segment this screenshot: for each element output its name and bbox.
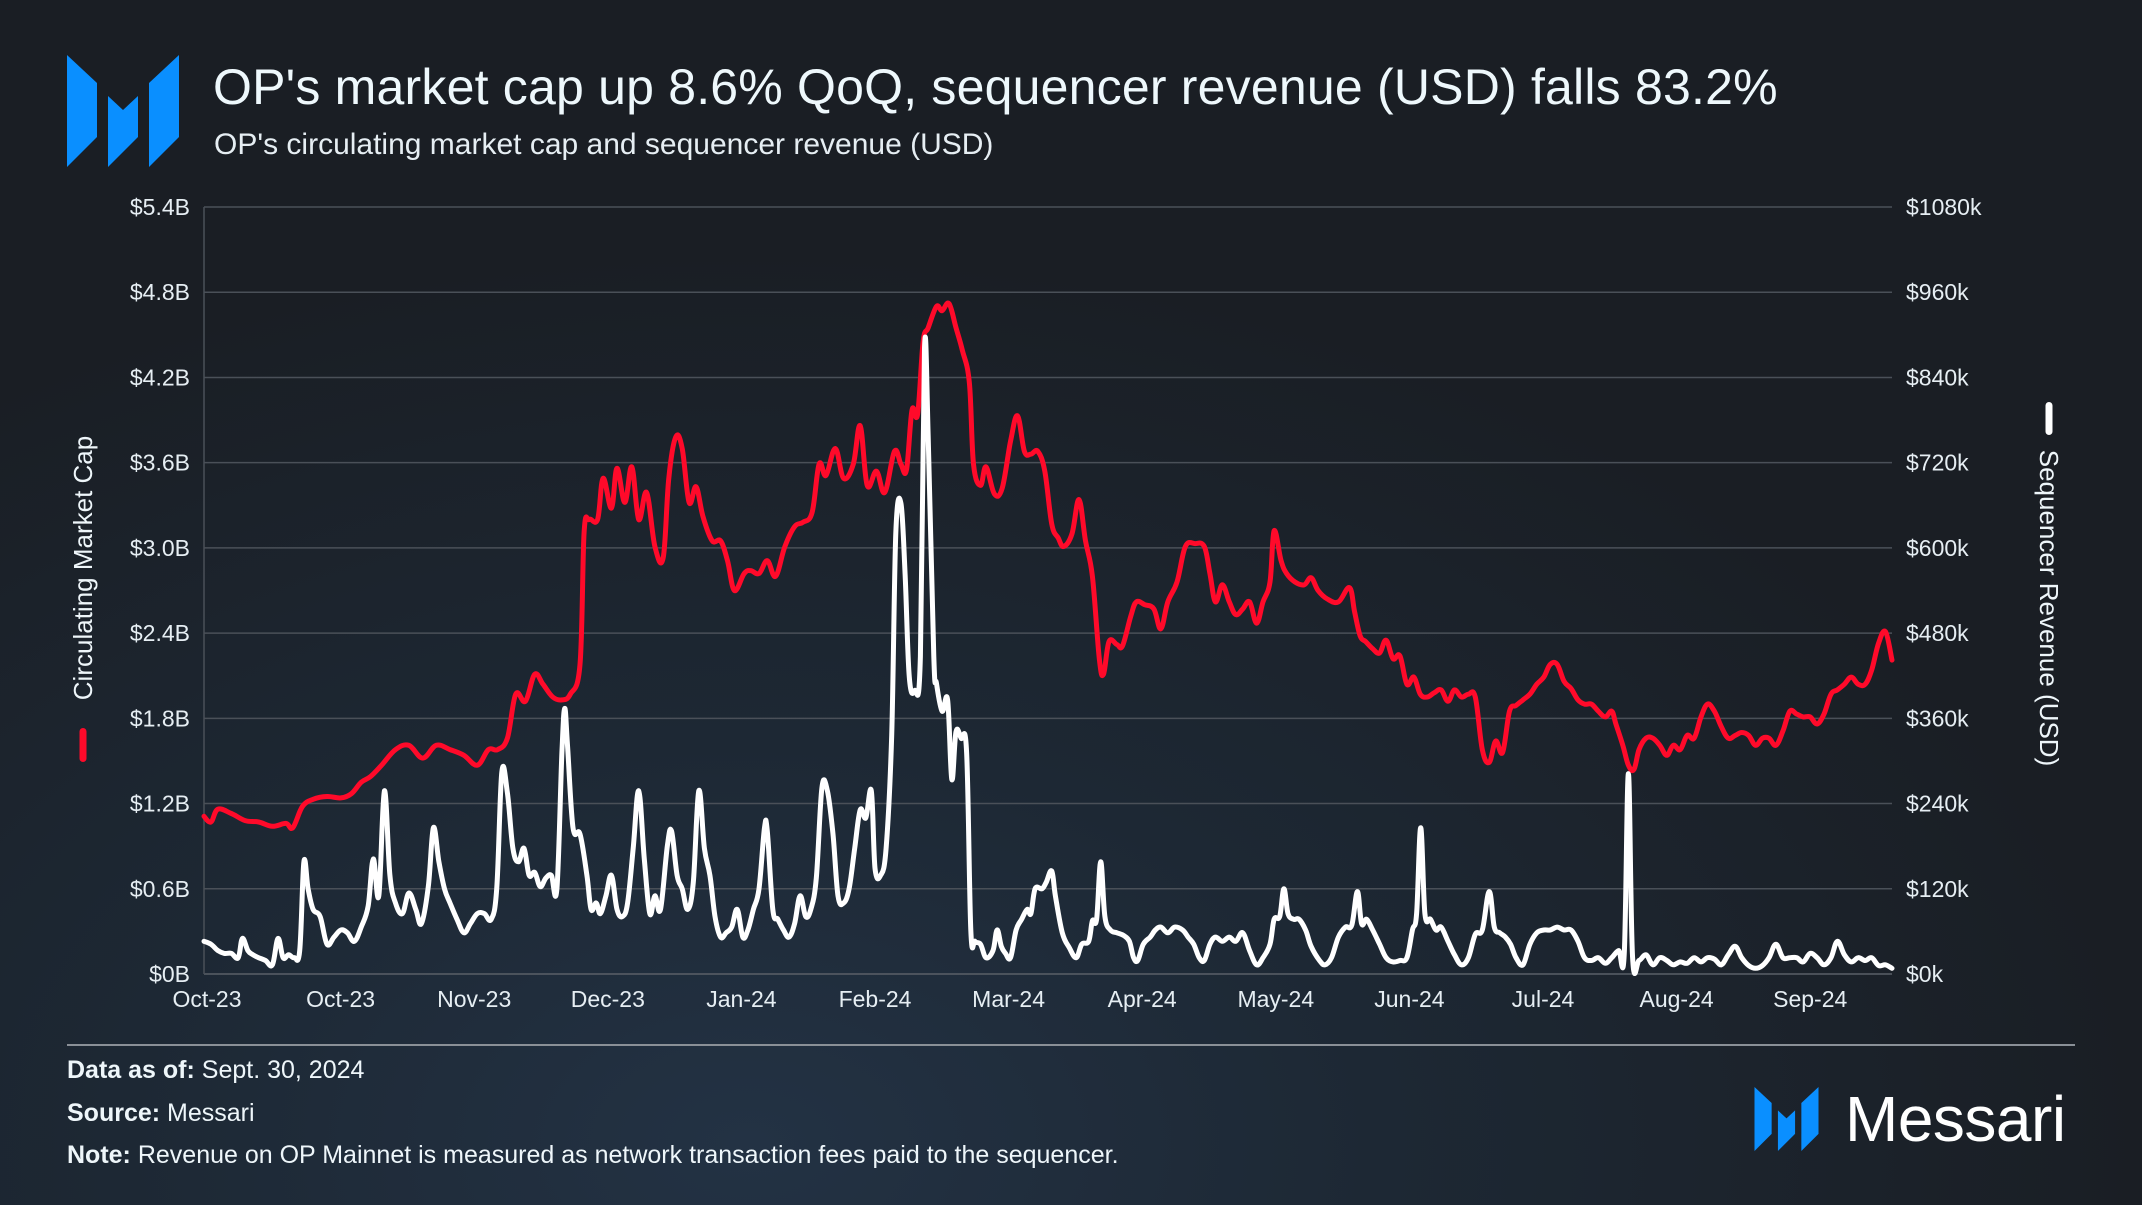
logo-middle-bar xyxy=(108,96,138,167)
x-tick-label: Apr-24 xyxy=(1108,986,1177,1012)
right-axis-legend: Sequencer Revenue (USD) xyxy=(2034,402,2064,766)
revenue-series xyxy=(201,334,1895,976)
right-tick-label: $720k xyxy=(1906,450,1969,476)
data-as-of: Data as of: Sept. 30, 2024 xyxy=(67,1056,364,1085)
gridlines xyxy=(204,206,1892,975)
x-tick-label: Sep-24 xyxy=(1773,986,1847,1012)
left-tick-label: $1.8B xyxy=(130,705,190,731)
x-axis-ticks: Oct-23 Oct-23 Nov-23 Dec-23 Jan-24 Feb-24 Mar-… xyxy=(172,986,1847,1012)
right-axis-title: Sequencer Revenue (USD) xyxy=(2034,450,2064,767)
x-tick-label: Nov-23 xyxy=(437,986,511,1012)
x-tick-label: Oct-23 xyxy=(172,986,241,1012)
x-tick-label: Feb-24 xyxy=(839,986,912,1012)
left-axis-legend: Circulating Market Cap xyxy=(68,436,98,762)
data-as-of-value: Sept. 30, 2024 xyxy=(201,1056,365,1084)
messari-logo-icon xyxy=(67,55,179,167)
left-tick-label: $1.2B xyxy=(130,791,190,817)
source-value: Messari xyxy=(167,1099,255,1127)
right-tick-label: $360k xyxy=(1906,705,1969,731)
left-tick-label: $0.6B xyxy=(130,876,190,902)
chart-subtitle: OP's circulating market cap and sequence… xyxy=(214,128,994,161)
x-tick-label: Mar-24 xyxy=(972,986,1045,1012)
left-tick-label: $2.4B xyxy=(130,620,190,646)
revenue-line xyxy=(201,334,1895,976)
chart-title: OP's market cap up 8.6% QoQ, sequencer r… xyxy=(213,59,1778,115)
market-cap-series xyxy=(201,300,1895,831)
brand-name: Messari xyxy=(1845,1083,2066,1155)
revenue-legend-marker xyxy=(2045,402,2053,435)
note: Note: Revenue on OP Mainnet is measured … xyxy=(67,1141,1119,1170)
x-tick-label: Jan-24 xyxy=(706,986,777,1012)
data-as-of-label: Data as of: xyxy=(67,1056,195,1084)
right-tick-label: $0k xyxy=(1906,961,1944,987)
right-tick-label: $240k xyxy=(1906,791,1969,817)
note-label: Note: xyxy=(67,1141,131,1169)
market-cap-legend-marker xyxy=(79,728,87,762)
right-tick-label: $120k xyxy=(1906,876,1969,902)
brand-wordmark: Messari xyxy=(1754,1086,2066,1152)
left-tick-label: $4.8B xyxy=(130,279,190,305)
logo-left-bar xyxy=(67,55,97,167)
x-tick-label: May-24 xyxy=(1237,986,1314,1012)
right-tick-label: $1080k xyxy=(1906,194,1982,220)
left-tick-label: $3.0B xyxy=(130,535,190,561)
right-tick-label: $840k xyxy=(1906,364,1969,390)
logo-right-bar xyxy=(149,55,179,167)
left-tick-label: $3.6B xyxy=(130,450,190,476)
right-tick-label: $480k xyxy=(1906,620,1969,646)
footer-divider xyxy=(67,1044,2075,1046)
left-tick-label: $0B xyxy=(149,961,190,987)
left-axis-title: Circulating Market Cap xyxy=(68,436,98,700)
left-tick-label: $5.4B xyxy=(130,194,190,220)
x-tick-label: Jul-24 xyxy=(1512,986,1575,1012)
source: Source: Messari xyxy=(67,1099,255,1128)
market-cap-line xyxy=(201,300,1895,831)
x-tick-label: Dec-23 xyxy=(571,986,645,1012)
source-label: Source: xyxy=(67,1099,161,1127)
x-tick-label: Oct-23 xyxy=(306,986,375,1012)
x-tick-label: Jun-24 xyxy=(1374,986,1445,1012)
series-layer xyxy=(201,300,1895,976)
left-axis-ticks: $0B $0.6B $1.2B $1.8B $2.4B $3.0B $3.6B $4.2B $4… xyxy=(130,194,190,987)
right-tick-label: $960k xyxy=(1906,279,1969,305)
messari-logo-icon xyxy=(1754,1087,1819,1151)
note-value: Revenue on OP Mainnet is measured as net… xyxy=(137,1141,1119,1169)
right-axis-ticks: $0k $120k $240k $360k $480k $600k $720k $840k $9… xyxy=(1906,194,1982,987)
right-tick-label: $600k xyxy=(1906,535,1969,561)
x-tick-label: Aug-24 xyxy=(1640,986,1714,1012)
left-tick-label: $4.2B xyxy=(130,364,190,390)
